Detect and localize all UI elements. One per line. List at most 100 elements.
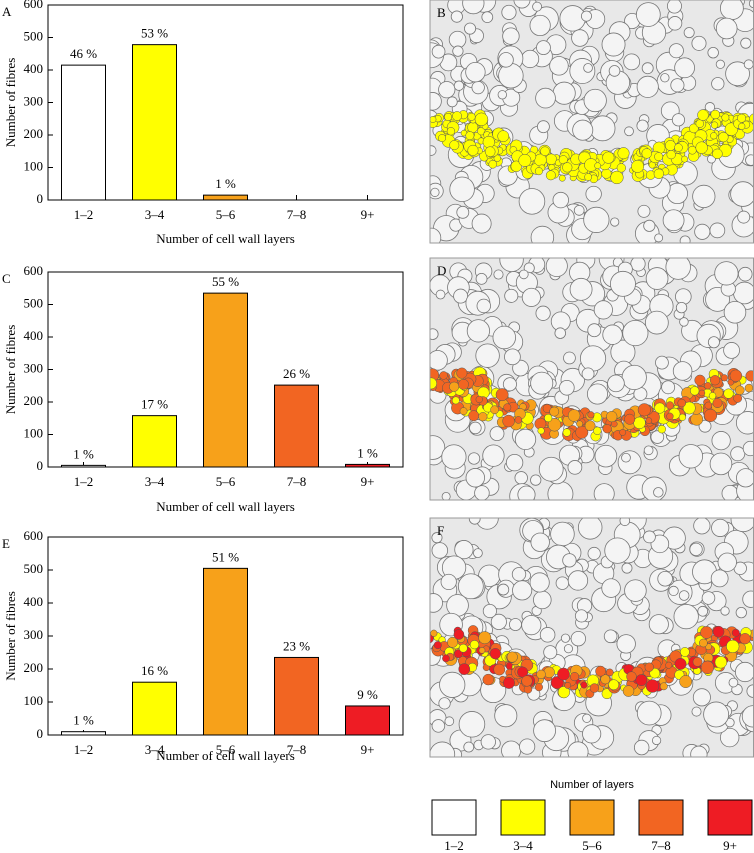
cell bbox=[547, 481, 574, 500]
cell bbox=[655, 355, 669, 370]
micrograph-content bbox=[430, 518, 754, 757]
cell bbox=[617, 450, 642, 475]
fibre-cell bbox=[712, 148, 723, 160]
cell bbox=[431, 719, 446, 733]
cell bbox=[709, 222, 726, 239]
cell bbox=[530, 474, 542, 486]
cell bbox=[539, 627, 556, 643]
cell bbox=[563, 351, 576, 365]
fibre-cell bbox=[709, 375, 721, 386]
cell bbox=[529, 14, 551, 37]
cell bbox=[610, 217, 620, 227]
fibre-cell bbox=[700, 660, 715, 675]
fibre-cell bbox=[733, 393, 743, 403]
cell bbox=[466, 319, 490, 343]
cell bbox=[538, 456, 564, 482]
cell bbox=[490, 613, 507, 630]
cell bbox=[530, 225, 555, 243]
cell bbox=[689, 542, 703, 556]
legend-label: 7–8 bbox=[651, 838, 671, 853]
bar-annotation: 53 % bbox=[141, 26, 168, 41]
cell bbox=[431, 542, 449, 559]
fibre-cell bbox=[447, 636, 458, 648]
y-tick-label: 200 bbox=[24, 393, 44, 408]
y-tick-label: 400 bbox=[24, 61, 44, 76]
cell bbox=[571, 29, 589, 47]
fibre-cell bbox=[594, 162, 601, 170]
fibre-cell bbox=[726, 639, 740, 653]
cell bbox=[608, 65, 621, 77]
cell bbox=[679, 317, 689, 327]
y-axis-title: Number of fibres bbox=[3, 325, 18, 415]
bar-annotation: 16 % bbox=[141, 663, 168, 678]
fibre-cell bbox=[467, 112, 476, 121]
cell bbox=[572, 119, 594, 141]
fibre-cell bbox=[547, 418, 562, 432]
fibre-cell bbox=[478, 647, 486, 654]
cell bbox=[742, 440, 754, 457]
fibre-cell bbox=[478, 631, 492, 645]
cell bbox=[567, 570, 589, 591]
cell bbox=[624, 126, 634, 137]
fibre-cell bbox=[601, 168, 612, 179]
cell bbox=[430, 350, 448, 371]
cell bbox=[511, 567, 527, 582]
cell bbox=[601, 32, 626, 57]
cell bbox=[493, 269, 504, 280]
bar-annotation: 17 % bbox=[141, 397, 168, 412]
cell bbox=[622, 319, 649, 347]
y-tick-label: 500 bbox=[24, 295, 44, 310]
cell bbox=[567, 741, 589, 757]
cell bbox=[482, 444, 505, 467]
cell bbox=[499, 258, 524, 272]
cell bbox=[480, 734, 496, 750]
fibre-cell bbox=[549, 406, 560, 417]
cell bbox=[735, 606, 747, 619]
cell bbox=[492, 325, 516, 350]
cell bbox=[733, 281, 754, 305]
cell bbox=[448, 30, 467, 49]
cell bbox=[577, 518, 603, 540]
fibre-cell bbox=[624, 413, 636, 425]
fibre-cell bbox=[517, 666, 529, 678]
fibre-cell bbox=[557, 667, 570, 681]
fibre-cell bbox=[454, 649, 463, 659]
cell bbox=[721, 484, 739, 500]
cell bbox=[679, 235, 691, 243]
cell bbox=[585, 185, 602, 203]
cell bbox=[698, 419, 712, 433]
cell bbox=[545, 258, 568, 277]
y-tick-label: 500 bbox=[24, 28, 44, 43]
cell bbox=[665, 258, 691, 280]
cell bbox=[532, 1, 543, 12]
fibre-cell bbox=[626, 671, 637, 682]
fibre-cell bbox=[503, 403, 512, 412]
cell bbox=[482, 603, 497, 619]
cell bbox=[725, 61, 750, 87]
fibre-cell bbox=[681, 155, 689, 163]
bar-annotation: 26 % bbox=[283, 366, 310, 381]
y-tick-label: 600 bbox=[24, 528, 44, 543]
fibre-cell bbox=[458, 663, 471, 675]
fibre-cell bbox=[749, 113, 754, 124]
fibre-cell bbox=[745, 370, 754, 382]
cell bbox=[607, 374, 625, 393]
fibre-cell bbox=[657, 425, 667, 434]
fibre-cell bbox=[635, 674, 648, 687]
fibre-cell bbox=[720, 374, 728, 382]
cell bbox=[692, 688, 711, 707]
fibre-cell bbox=[449, 140, 460, 151]
fibre-cell bbox=[510, 160, 522, 172]
fibre-cell bbox=[665, 401, 675, 410]
x-tick-label: 9+ bbox=[361, 207, 375, 222]
cell bbox=[469, 421, 482, 435]
fibre-cell bbox=[569, 672, 580, 682]
cell bbox=[498, 52, 514, 68]
y-tick-label: 400 bbox=[24, 328, 44, 343]
cell bbox=[619, 518, 631, 527]
cell bbox=[601, 578, 621, 598]
fibre-cell bbox=[557, 686, 570, 699]
cell bbox=[530, 532, 550, 552]
cell bbox=[518, 188, 546, 215]
cell bbox=[654, 233, 664, 243]
